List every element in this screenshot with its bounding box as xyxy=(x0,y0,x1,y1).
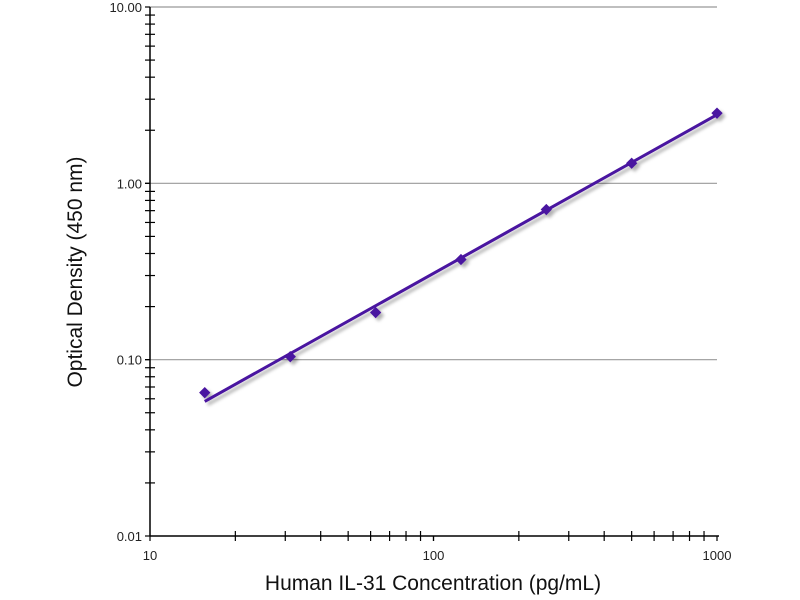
y-tick-label: 1.00 xyxy=(117,176,142,191)
data-point xyxy=(540,203,552,216)
y-tick-label: 0.01 xyxy=(117,529,142,544)
x-tick-label: 100 xyxy=(423,548,445,563)
x-tick-label: 10 xyxy=(143,548,157,563)
data-point xyxy=(284,351,296,363)
y-axis-label: Optical Density (450 nm) xyxy=(64,156,87,387)
x-axis-label: Human IL-31 Concentration (pg/mL) xyxy=(265,572,601,595)
x-tick-label: 1000 xyxy=(703,548,732,563)
data-point xyxy=(369,306,382,319)
data-point xyxy=(199,386,211,399)
axes xyxy=(145,6,719,541)
y-tick-label: 0.10 xyxy=(117,353,142,368)
data-point xyxy=(626,157,638,169)
gridlines xyxy=(150,6,717,361)
y-tick-label: 10.00 xyxy=(109,0,142,15)
